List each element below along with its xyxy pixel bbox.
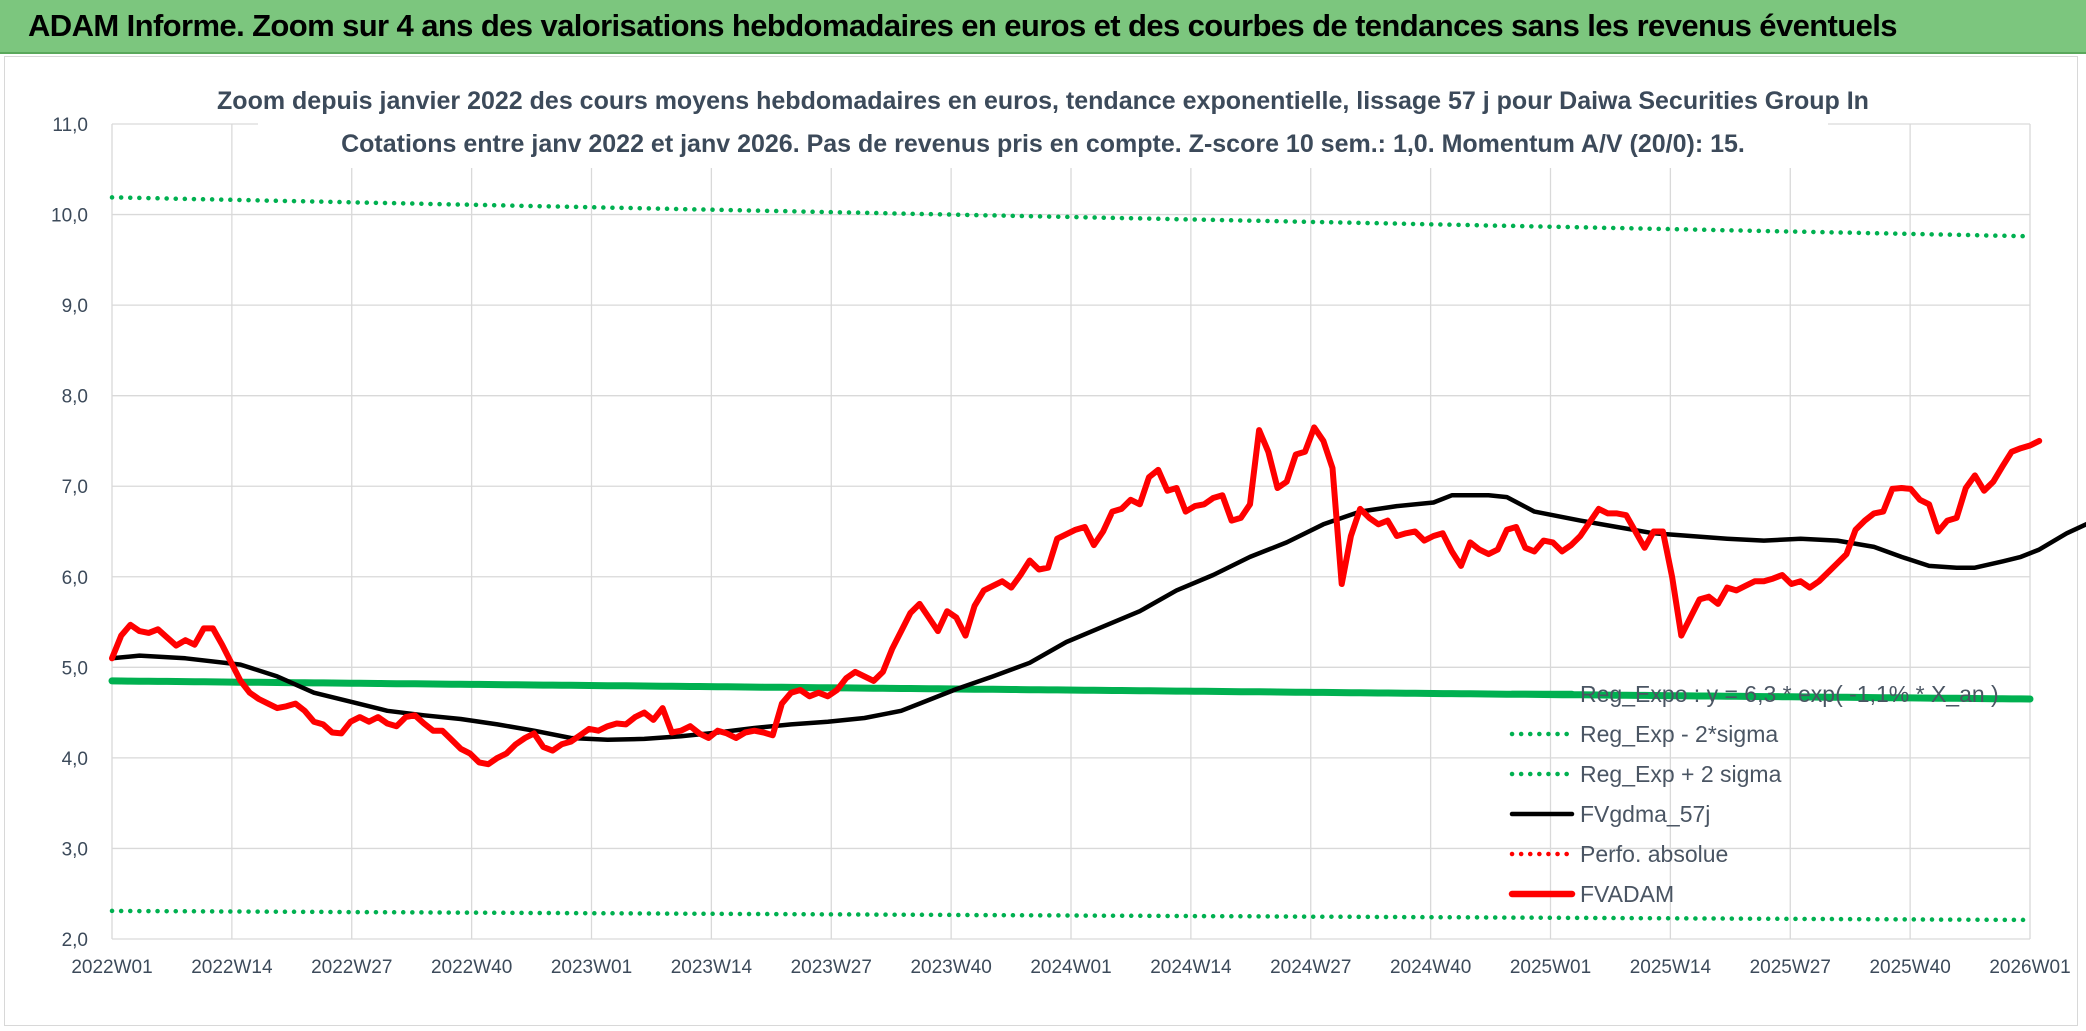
x-tick-label: 2022W27 (311, 957, 392, 978)
chart-title-background (258, 76, 1828, 168)
header-bar: ADAM Informe. Zoom sur 4 ans des valoris… (0, 0, 2086, 54)
x-tick-label: 2025W27 (1750, 957, 1831, 978)
series-line-3 (109, 493, 2086, 743)
y-tick-label: 10,0 (51, 206, 88, 227)
series-line-dotted-2 (109, 195, 2033, 239)
x-tick-label: 2022W01 (71, 957, 152, 978)
x-tick-label: 2022W40 (431, 957, 512, 978)
y-tick-label: 8,0 (62, 387, 88, 408)
x-tick-label: 2022W14 (191, 957, 273, 978)
chart-subtitle: Cotations entre janv 2022 et janv 2026. … (341, 130, 1745, 158)
y-tick-label: 7,0 (62, 477, 88, 498)
x-tick-label: 2024W27 (1270, 957, 1351, 978)
x-tick-label: 2023W27 (791, 957, 872, 978)
legend-label: FVgdma_57j (1580, 801, 1710, 827)
y-tick-label: 11,0 (52, 115, 88, 136)
chart-title-group: Zoom depuis janvier 2022 des cours moyen… (217, 76, 1869, 168)
x-tick-label: 2024W01 (1030, 957, 1111, 978)
chart-title: Zoom depuis janvier 2022 des cours moyen… (217, 87, 1869, 115)
x-tick-label: 2024W14 (1150, 957, 1232, 978)
y-tick-label: 6,0 (62, 568, 88, 589)
grid-layer (111, 123, 2031, 940)
axis-layer: 2,0 3,0 4,0 5,0 6,0 7,0 8,0 9,0 10,0 11,0 2022W01 2… (51, 115, 2071, 978)
y-tick-label: 4,0 (62, 749, 88, 770)
x-tick-label: 2025W40 (1869, 957, 1950, 978)
series-layer (108, 195, 2086, 923)
x-tick-label: 2023W40 (910, 957, 991, 978)
page-title: ADAM Informe. Zoom sur 4 ans des valoris… (28, 8, 1898, 43)
series-line-5 (109, 424, 2043, 768)
x-tick-label: 2025W14 (1630, 957, 1712, 978)
legend-label: Perfo. absolue (1580, 841, 1728, 867)
x-tick-label: 2025W01 (1510, 957, 1591, 978)
legend: Reg_Expo : y = 6,3 * exp( -1,1% * X_an )… (1508, 681, 1999, 907)
series-line-0 (108, 677, 2034, 703)
y-tick-label: 5,0 (62, 658, 88, 679)
x-tick-label: 2024W40 (1390, 957, 1471, 978)
x-tick-label: 2023W01 (551, 957, 632, 978)
x-tick-label: 2023W14 (671, 957, 753, 978)
legend-label: Reg_Expo : y = 6,3 * exp( -1,1% * X_an ) (1580, 681, 1999, 707)
series-line-dotted-1 (109, 908, 2033, 923)
legend-label: FVADAM (1580, 881, 1674, 907)
y-tick-label: 2,0 (62, 930, 88, 951)
legend-label: Reg_Exp - 2*sigma (1580, 721, 1778, 747)
legend-label: Reg_Exp + 2 sigma (1580, 761, 1782, 787)
y-tick-label: 9,0 (62, 296, 88, 317)
y-tick-label: 3,0 (62, 839, 88, 860)
x-tick-label: 2026W01 (1989, 957, 2070, 978)
